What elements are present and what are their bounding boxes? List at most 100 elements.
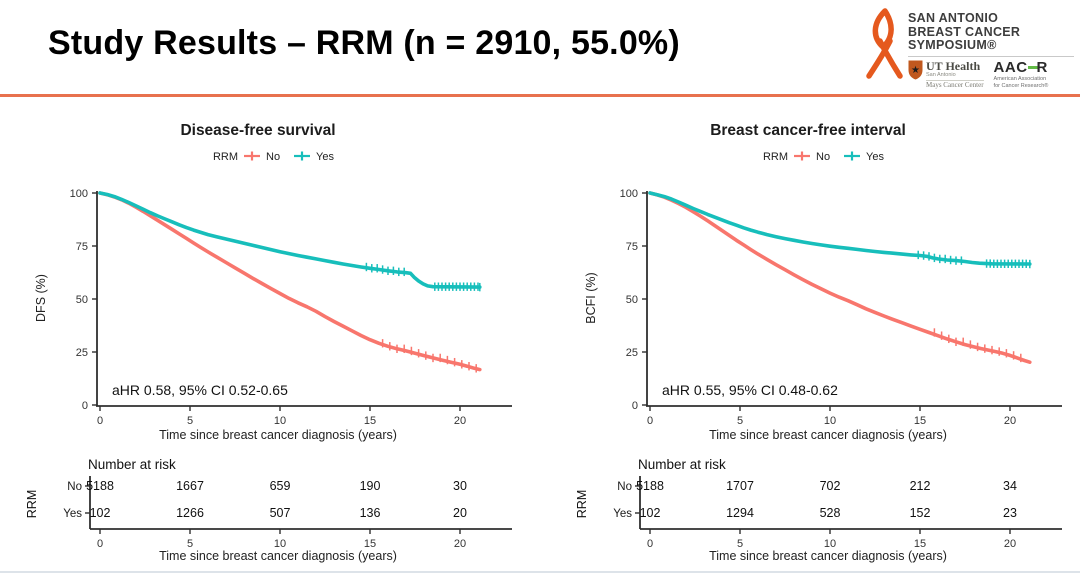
risk-value: 528 [820,506,841,520]
risk-value: 1266 [176,506,204,520]
risk-value: 1667 [176,479,204,493]
risk-value: 659 [270,479,291,493]
y-tick-label: 75 [76,241,88,253]
legend-label-no: No [816,151,830,163]
risk-value: 102 [90,506,111,520]
x-tick-label: 10 [824,415,836,427]
risk-value: 190 [360,479,381,493]
risk-value: 1707 [726,479,754,493]
risk-value: 30 [453,479,467,493]
svg-text:★: ★ [911,65,920,76]
risk-row-label-yes: Yes [63,508,82,520]
legend-label-no: No [266,151,280,163]
risk-value: 702 [820,479,841,493]
legend-title: RRM [213,151,238,163]
y-tick-label: 0 [632,400,638,412]
risk-value: 34 [1003,479,1017,493]
aacr-abbr-right: R [1036,58,1048,76]
risk-x-tick-label: 10 [274,538,286,550]
risk-x-tick-label: 20 [1004,538,1016,550]
km-curve-yes [98,191,482,289]
org-line-3: SYMPOSIUM® [908,38,997,52]
risk-row-label-no: No [67,481,82,493]
ut-shield-icon: ★ [908,60,923,79]
x-tick-label: 15 [914,415,926,427]
y-tick-label: 25 [76,347,88,359]
risk-table-title: Number at risk [638,457,726,472]
x-tick-label: 5 [737,415,743,427]
aacr-sub-1: American Association [993,75,1047,82]
risk-x-tick-label: 0 [647,538,653,550]
chart-title: Disease-free survival [180,122,335,139]
legend-title: RRM [763,151,788,163]
risk-value: 507 [270,506,291,520]
risk-value: 136 [360,506,381,520]
aacr-abbr: AAC R [994,60,1049,75]
y-tick-label: 0 [82,400,88,412]
y-tick-label: 50 [626,294,638,306]
x-tick-label: 20 [454,415,466,427]
ut-health-name: UT Health [926,58,981,73]
x-tick-label: 0 [647,415,653,427]
risk-value: 23 [1003,506,1017,520]
aacr-green-bar [1027,65,1039,69]
risk-x-axis-label: Time since breast cancer diagnosis (year… [709,549,947,563]
aacr-abbr-left: AAC [993,58,1028,76]
risk-row-label-no: No [617,481,632,493]
y-tick-label: 50 [76,294,88,306]
aacr-sub-2: for Cancer Research® [993,83,1049,89]
partner-logos: ★ UT Health San Antonio Mays Cancer Cent… [908,60,1074,90]
x-tick-label: 5 [187,415,193,427]
risk-row-label-yes: Yes [613,508,632,520]
risk-x-tick-label: 15 [914,538,926,550]
ribbon-icon [862,6,908,84]
risk-value: 212 [910,479,931,493]
org-line-1: SAN ANTONIO [908,11,999,25]
km-curve-no [98,191,482,372]
legend-label-yes: Yes [866,151,884,163]
risk-value: 5188 [86,479,114,493]
y-axis-label: DFS (%) [34,274,48,322]
x-axis-label: Time since breast cancer diagnosis (year… [159,428,397,442]
x-tick-label: 15 [364,415,376,427]
sabcs-logo: SAN ANTONIO BREAST CANCER SYMPOSIUM® ★ U… [862,6,1074,90]
risk-x-tick-label: 5 [187,538,193,550]
y-tick-label: 25 [626,347,638,359]
ut-health-logo: ★ UT Health San Antonio Mays Cancer Cent… [908,60,984,90]
logo-divider [908,55,1074,57]
hazard-ratio-annotation: aHR 0.58, 95% CI 0.52-0.65 [112,382,288,398]
x-tick-label: 0 [97,415,103,427]
risk-table-title: Number at risk [88,457,176,472]
legend-label-yes: Yes [316,151,334,163]
risk-x-tick-label: 20 [454,538,466,550]
risk-x-tick-label: 0 [97,538,103,550]
risk-value: 102 [640,506,661,520]
risk-group-label: RRM [575,490,589,518]
y-axis-label: BCFI (%) [584,272,598,323]
risk-value: 1294 [726,506,754,520]
x-axis-label: Time since breast cancer diagnosis (year… [709,428,947,442]
ut-cancer-center: Mays Cancer Center [926,80,984,89]
y-tick-label: 100 [620,188,638,200]
x-tick-label: 20 [1004,415,1016,427]
risk-value: 152 [910,506,931,520]
y-tick-label: 100 [70,188,88,200]
risk-value: 20 [453,506,467,520]
risk-value: 5188 [636,479,664,493]
org-line-2: BREAST CANCER [908,24,1021,39]
y-tick-label: 75 [626,241,638,253]
accent-divider [0,94,1080,97]
org-name: SAN ANTONIO BREAST CANCER SYMPOSIUM® [908,11,1074,53]
risk-x-tick-label: 15 [364,538,376,550]
hazard-ratio-annotation: aHR 0.55, 95% CI 0.48-0.62 [662,382,838,398]
risk-x-tick-label: 5 [737,538,743,550]
bottom-divider [0,571,1080,573]
x-tick-label: 10 [274,415,286,427]
dfs-chart: Disease-free survival RRM No Yes DFS (%)… [25,122,512,563]
km-curve-yes [648,191,1032,266]
risk-x-axis-label: Time since breast cancer diagnosis (year… [159,549,397,563]
km-curve-no [648,191,1032,364]
risk-group-label: RRM [25,490,39,518]
risk-x-tick-label: 10 [824,538,836,550]
aacr-logo: AAC R American Association for Cancer Res… [994,60,1049,90]
